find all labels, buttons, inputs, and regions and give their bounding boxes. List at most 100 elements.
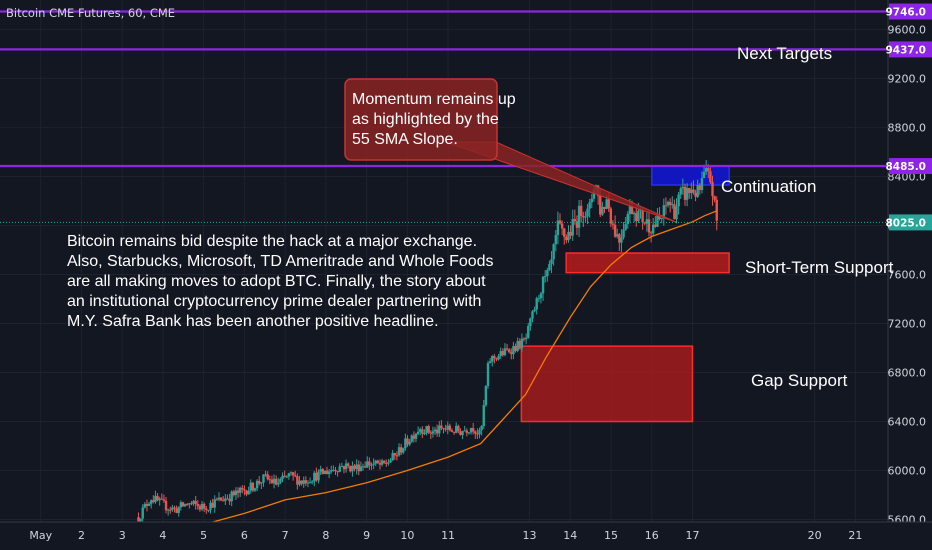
x-tick-label-3: 4 bbox=[159, 529, 166, 542]
candle-body-20 bbox=[179, 502, 183, 508]
commentary-line-5: M.Y. Safra Bank has been another positiv… bbox=[67, 313, 439, 330]
candle-body-76 bbox=[298, 480, 301, 485]
candle-body-46 bbox=[234, 490, 238, 496]
candle-body-203 bbox=[567, 231, 570, 241]
callout-line-1: Momentum remains up bbox=[352, 91, 516, 108]
candle-body-222 bbox=[607, 199, 610, 209]
candle-body-101 bbox=[351, 465, 354, 472]
candle-body-23 bbox=[186, 504, 189, 506]
candle-body-209 bbox=[579, 205, 583, 217]
candle-body-167 bbox=[491, 355, 494, 362]
candle-body-218 bbox=[599, 195, 602, 215]
candle-body-71 bbox=[287, 473, 291, 477]
candle-body-187 bbox=[533, 309, 536, 312]
x-tick-label-6: 7 bbox=[282, 529, 289, 542]
candle-body-264 bbox=[696, 185, 699, 197]
price-axis[interactable] bbox=[888, 0, 932, 522]
candle-body-94 bbox=[336, 471, 339, 473]
price-tag-bg-0 bbox=[889, 3, 932, 20]
candle-body-175 bbox=[507, 349, 511, 353]
y-tick-label-7: 6800.0 bbox=[888, 367, 927, 380]
zone-continuation bbox=[650, 165, 730, 186]
candle-body-8 bbox=[154, 495, 157, 503]
candle-body-148 bbox=[450, 430, 454, 432]
x-tick-label-1: 2 bbox=[78, 529, 85, 542]
candle-body-2 bbox=[141, 507, 144, 519]
time-axis[interactable] bbox=[0, 522, 932, 550]
candle-body-192 bbox=[543, 276, 547, 278]
candle-body-269 bbox=[707, 168, 710, 172]
candle-body-256 bbox=[679, 188, 682, 195]
candle-body-36 bbox=[213, 499, 216, 508]
candle-body-180 bbox=[518, 341, 521, 349]
candle-body-183 bbox=[524, 337, 528, 340]
candle-body-210 bbox=[582, 216, 585, 218]
candle-body-11 bbox=[160, 498, 163, 500]
candle-body-44 bbox=[230, 491, 233, 502]
x-tick-label-10: 11 bbox=[441, 529, 455, 542]
candle-body-3 bbox=[143, 503, 147, 508]
candle-body-48 bbox=[238, 487, 242, 493]
candle-body-186 bbox=[531, 311, 534, 319]
grid-lines bbox=[0, 0, 888, 522]
candle-body-104 bbox=[357, 464, 360, 472]
candle-body-160 bbox=[476, 433, 479, 435]
horizontal-level-lines[interactable] bbox=[0, 10, 888, 223]
candle-body-140 bbox=[433, 429, 437, 432]
candle-body-211 bbox=[584, 216, 587, 218]
candle-body-87 bbox=[321, 469, 324, 475]
candle-body-145 bbox=[444, 428, 447, 430]
momentum-callout: Momentum remains up as highlighted by th… bbox=[344, 78, 677, 223]
candle-body-123 bbox=[397, 447, 401, 456]
candle-body-53 bbox=[249, 482, 252, 491]
candle-body-62 bbox=[268, 479, 272, 481]
candle-body-133 bbox=[419, 429, 422, 432]
sma-55-series bbox=[154, 210, 718, 531]
x-tick-label-8: 9 bbox=[363, 529, 370, 542]
candle-body-153 bbox=[461, 431, 464, 435]
candle-body-120 bbox=[391, 453, 394, 461]
candle-body-163 bbox=[482, 405, 485, 427]
candle-body-215 bbox=[592, 189, 596, 199]
candle-body-181 bbox=[520, 338, 524, 349]
candle-body-139 bbox=[431, 431, 435, 434]
candle-body-138 bbox=[429, 432, 433, 434]
candle-body-220 bbox=[603, 206, 606, 209]
candle-body-251 bbox=[668, 201, 672, 205]
candle-body-200 bbox=[560, 223, 564, 229]
current-price-tag-bg bbox=[889, 214, 932, 231]
candle-body-159 bbox=[474, 431, 477, 434]
candle-body-21 bbox=[181, 502, 185, 507]
candle-body-15 bbox=[169, 509, 172, 511]
candle-body-250 bbox=[666, 201, 670, 206]
candle-body-30 bbox=[200, 503, 204, 510]
candle-body-224 bbox=[611, 223, 615, 225]
x-tick-label-11: 13 bbox=[523, 529, 537, 542]
candle-body-13 bbox=[164, 500, 168, 511]
candle-body-58 bbox=[260, 482, 263, 484]
candle-body-124 bbox=[399, 447, 403, 453]
candle-body-66 bbox=[277, 482, 280, 485]
candle-body-91 bbox=[330, 470, 333, 472]
candle-body-225 bbox=[613, 224, 617, 237]
candle-body-242 bbox=[649, 232, 653, 234]
candle-body-81 bbox=[308, 482, 312, 484]
candle-body-47 bbox=[236, 490, 240, 493]
candle-body-31 bbox=[202, 503, 206, 509]
candle-body-267 bbox=[702, 171, 706, 179]
candle-body-41 bbox=[224, 498, 227, 502]
candle-body-108 bbox=[366, 461, 369, 468]
candle-body-52 bbox=[247, 490, 250, 495]
candle-body-61 bbox=[266, 474, 269, 480]
candle-body-244 bbox=[654, 224, 657, 227]
candle-body-228 bbox=[620, 237, 623, 243]
candle-body-7 bbox=[152, 500, 155, 503]
candle-body-88 bbox=[323, 470, 327, 475]
candle-body-170 bbox=[497, 355, 500, 360]
candle-body-205 bbox=[571, 219, 574, 236]
candle-body-64 bbox=[272, 478, 276, 484]
candle-body-119 bbox=[389, 460, 392, 463]
candle-body-80 bbox=[306, 482, 310, 484]
candle-body-266 bbox=[700, 178, 704, 191]
